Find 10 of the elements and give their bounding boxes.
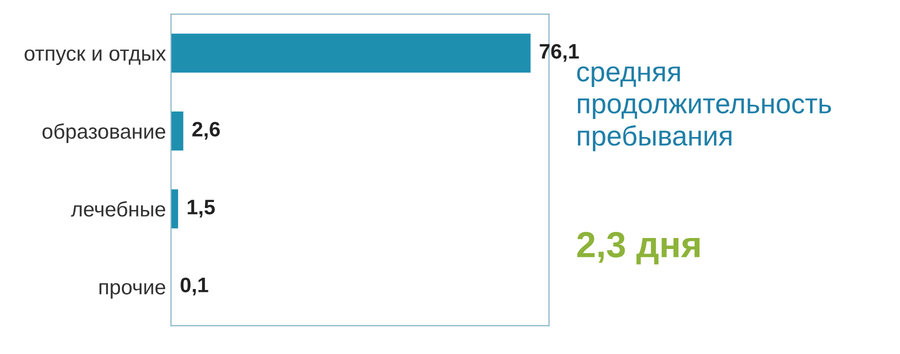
data-label: 76,1	[540, 44, 579, 62]
text: 2,3 дня	[577, 232, 700, 264]
y-tick-label: образование	[42, 123, 166, 143]
text: средняя продолжительность пребывания	[577, 66, 831, 152]
data-label: 1,5	[188, 200, 215, 218]
y-tick-label: отпуск и отдых	[24, 49, 166, 65]
y-tick-label: лечебные	[71, 201, 166, 217]
data-label: 2,6	[192, 122, 220, 140]
y-tick-label: прочие	[100, 283, 166, 299]
data-label: 0,1	[180, 278, 208, 296]
